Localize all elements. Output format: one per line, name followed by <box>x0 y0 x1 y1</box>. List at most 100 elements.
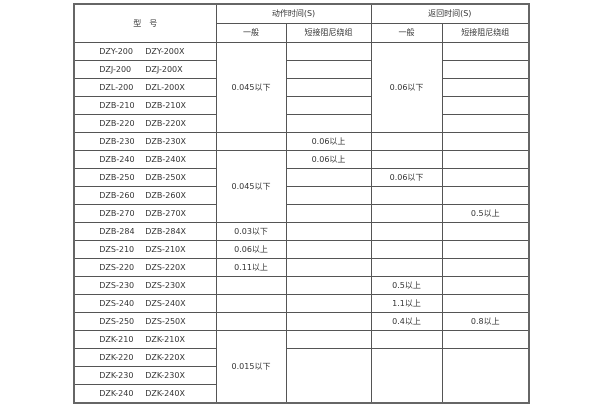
empty-cell <box>441 186 530 205</box>
model-name-x: DZS-220X <box>145 262 186 272</box>
model-name: DZS-210 <box>99 244 135 254</box>
table-row: DZB-240 DZB-240X 0.045以下 0.06以上 <box>73 150 530 223</box>
value-cell: 0.5以上 <box>441 204 530 223</box>
model-name: DZS-250 <box>99 316 135 326</box>
empty-cell <box>285 348 372 404</box>
header-return-short: 短接阻尼绕组 <box>441 23 530 43</box>
model-name-x: DZB-240X <box>145 154 187 164</box>
table-row: DZL-200 DZL-200X <box>73 78 530 97</box>
model-cell: DZJ-200 DZJ-200X <box>73 60 217 79</box>
model-name-x: DZB-270X <box>145 208 187 218</box>
table-row: DZB-250 DZB-250X 0.06以下 <box>73 168 530 187</box>
model-cell: DZB-230 DZB-230X <box>73 132 217 151</box>
model-cell: DZS-220 DZS-220X <box>73 258 217 277</box>
model-name-x: DZB-284X <box>145 226 187 236</box>
table-row: DZB-220 DZB-220X <box>73 114 530 133</box>
table-row: DZK-240 DZK-240X <box>73 384 529 404</box>
table-row: DZK-220 DZK-220X <box>73 348 530 404</box>
model-name: DZB-260 <box>99 190 135 200</box>
action-general-cell: 0.045以下 <box>215 42 287 133</box>
empty-cell <box>370 330 443 349</box>
empty-cell <box>370 240 443 259</box>
empty-cell <box>285 186 372 205</box>
model-name: DZB-284 <box>99 226 135 236</box>
table-row: DZS-240 DZS-240X 1.1以上 <box>73 294 530 313</box>
model-name-x: DZK-230X <box>145 370 185 380</box>
table-row: DZS-250 DZS-250X 0.4以上 0.8以上 <box>73 312 530 331</box>
empty-cell <box>370 222 443 241</box>
model-name: DZS-220 <box>99 262 135 272</box>
empty-cell <box>441 168 530 187</box>
empty-cell <box>441 294 530 313</box>
empty-cell <box>370 204 443 223</box>
table-row: DZB-230 DZB-230X 0.06以上 <box>73 132 530 151</box>
model-name: DZK-210 <box>99 334 134 344</box>
return-general-cell: 0.06以下 <box>370 42 443 133</box>
empty-cell <box>285 168 372 187</box>
model-name: DZJ-200 <box>99 64 132 74</box>
value-cell: 1.1以上 <box>370 294 443 313</box>
model-name: DZB-220 <box>99 118 135 128</box>
model-name-x: DZJ-200X <box>145 64 183 74</box>
empty-cell <box>441 96 530 115</box>
model-name-x: DZK-220X <box>145 352 185 362</box>
model-name-x: DZK-240X <box>145 388 185 398</box>
empty-cell <box>441 42 530 61</box>
model-name: DZB-240 <box>99 154 135 164</box>
header-action-time: 动作时间(S) <box>215 3 372 24</box>
model-name: DZK-230 <box>99 370 134 380</box>
model-name-x: DZS-240X <box>145 298 186 308</box>
model-name: DZB-230 <box>99 136 135 146</box>
empty-cell <box>285 222 372 241</box>
table-row: DZY-200 DZY-200X 0.045以下 0.06以下 <box>73 42 530 133</box>
model-name-x: DZL-200X <box>145 82 185 92</box>
table-row: DZS-220 DZS-220X 0.11以上 <box>73 258 530 277</box>
model-cell: DZB-210 DZB-210X <box>73 96 217 115</box>
table-row: DZB-284 DZB-284X 0.03以下 <box>73 222 530 241</box>
model-cell: DZY-200 DZY-200X <box>73 42 217 61</box>
model-cell: DZB-220 DZB-220X <box>73 114 217 133</box>
action-general-cell: 0.015以下 <box>215 330 287 404</box>
model-name-x: DZS-250X <box>145 316 186 326</box>
empty-cell <box>441 78 530 97</box>
model-cell: DZB-250 DZB-250X <box>73 168 217 187</box>
model-name: DZY-200 <box>99 46 133 56</box>
header-row-2: 一般 短接阻尼绕组 一般 短接阻尼绕组 <box>74 23 530 43</box>
table-row: DZS-230 DZS-230X 0.5以上 <box>73 276 530 295</box>
model-name: DZK-220 <box>99 352 134 362</box>
model-cell: DZS-230 DZS-230X <box>73 276 217 295</box>
value-cell: 0.4以上 <box>370 312 443 331</box>
empty-cell <box>285 312 372 331</box>
value-cell: 0.06以上 <box>285 132 372 151</box>
header-action-general: 一般 <box>215 23 287 43</box>
empty-cell <box>370 186 443 205</box>
table-row: DZB-260 DZB-260X <box>73 186 530 205</box>
model-name-x: DZY-200X <box>145 46 185 56</box>
model-name: DZB-210 <box>99 100 135 110</box>
value-cell: 0.11以上 <box>215 258 287 277</box>
table-row: DZK-230 DZK-230X <box>73 366 529 385</box>
relay-timing-table: 型 号 动作时间(S) 返回时间(S) 一般 短接阻尼绕组 一般 短接阻尼绕组 … <box>73 3 531 404</box>
model-cell: DZK-210 DZK-210X <box>73 330 217 349</box>
model-name: DZL-200 <box>99 82 134 92</box>
model-cell: DZK-220 DZK-220X <box>73 348 217 367</box>
value-cell: 0.5以上 <box>370 276 443 295</box>
model-name: DZK-240 <box>99 388 134 398</box>
model-name-x: DZK-210X <box>145 334 185 344</box>
model-name-x: DZB-220X <box>145 118 187 128</box>
empty-cell <box>285 204 372 223</box>
empty-cell <box>285 96 372 115</box>
empty-cell <box>215 132 287 151</box>
empty-cell <box>441 114 530 133</box>
empty-cell <box>285 258 372 277</box>
empty-cell <box>285 78 372 97</box>
empty-cell <box>441 60 530 79</box>
empty-cell <box>441 348 530 404</box>
model-name: DZS-240 <box>99 298 135 308</box>
empty-cell <box>285 60 372 79</box>
header-row-1: 型 号 动作时间(S) 返回时间(S) <box>73 3 530 43</box>
value-cell: 0.8以上 <box>441 312 530 331</box>
empty-cell <box>370 150 443 169</box>
model-cell: DZK-230 DZK-230X <box>73 366 217 385</box>
empty-cell <box>370 348 443 404</box>
